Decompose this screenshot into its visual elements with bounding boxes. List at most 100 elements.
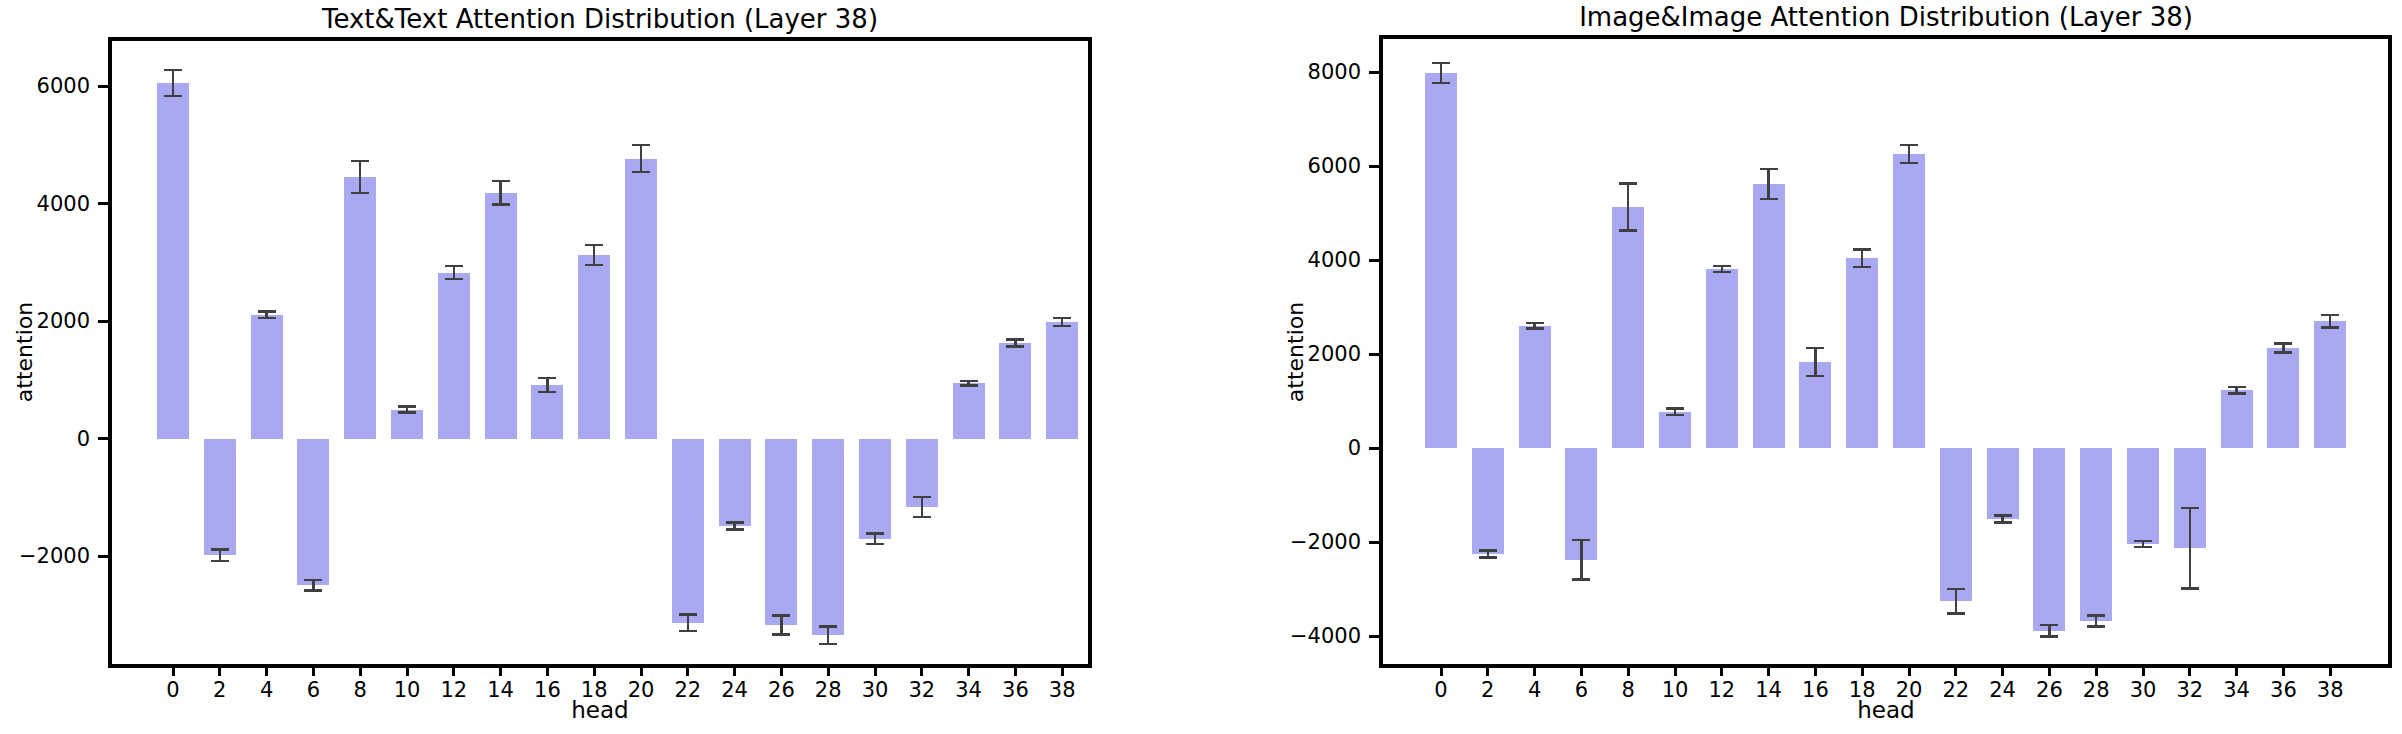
errorbar-cap-top-head-16 — [1806, 347, 1824, 350]
x-tick-mark — [359, 668, 362, 676]
bar-head-20 — [625, 159, 657, 439]
errorbar-cap-bottom-head-28 — [2087, 625, 2105, 628]
errorbar-cap-bottom-head-12 — [1713, 271, 1731, 274]
bar-head-4 — [251, 315, 283, 439]
errorbar-cap-top-head-38 — [2321, 314, 2339, 317]
errorbar-cap-top-head-22 — [679, 613, 697, 616]
x-tick-label: 10 — [394, 678, 421, 702]
errorbar-cap-bottom-head-14 — [1760, 198, 1778, 201]
errorbar-cap-bottom-head-26 — [772, 633, 790, 636]
x-tick-mark — [733, 668, 736, 676]
errorbar-cap-top-head-28 — [819, 625, 837, 628]
x-tick-label: 30 — [2130, 678, 2157, 702]
errorbar-cap-top-head-22 — [1947, 588, 1965, 591]
bar-head-36 — [999, 343, 1031, 439]
x-tick-label: 20 — [628, 678, 655, 702]
x-tick-label: 10 — [1662, 678, 1689, 702]
errorbar-head-0 — [1440, 63, 1443, 83]
errorbar-cap-top-head-10 — [1666, 407, 1684, 410]
bar-head-36 — [2267, 348, 2299, 448]
bar-head-22 — [1940, 448, 1972, 601]
x-tick-label: 14 — [1755, 678, 1782, 702]
errorbar-cap-bottom-head-36 — [2274, 351, 2292, 354]
errorbar-cap-top-head-6 — [1572, 539, 1590, 542]
bar-head-22 — [672, 439, 704, 623]
x-tick-label: 30 — [862, 678, 889, 702]
y-tick-mark — [98, 85, 108, 88]
x-tick-mark — [1861, 668, 1864, 676]
errorbar-cap-top-head-14 — [1760, 168, 1778, 171]
bar-head-14 — [485, 193, 517, 439]
x-tick-mark — [2188, 668, 2191, 676]
x-tick-mark — [827, 668, 830, 676]
x-tick-label: 0 — [1434, 678, 1447, 702]
bar-head-30 — [859, 439, 891, 539]
errorbar-cap-top-head-18 — [585, 244, 603, 247]
errorbar-cap-bottom-head-22 — [1947, 612, 1965, 615]
errorbar-cap-bottom-head-8 — [351, 192, 369, 195]
x-tick-mark — [1014, 668, 1017, 676]
x-tick-label: 38 — [2317, 678, 2344, 702]
y-tick-mark — [1369, 259, 1379, 262]
y-tick-label: −2000 — [0, 544, 90, 568]
errorbar-cap-bottom-head-14 — [492, 203, 510, 206]
figure: Text&Text Attention Distribution (Layer … — [0, 0, 2402, 734]
y-tick-label: −4000 — [1271, 624, 1361, 648]
errorbar-cap-top-head-36 — [1006, 338, 1024, 341]
errorbar-cap-bottom-head-38 — [2321, 326, 2339, 329]
y-tick-label: 0 — [0, 427, 90, 451]
y-tick-mark — [1369, 71, 1379, 74]
x-tick-label: 2 — [1481, 678, 1494, 702]
x-tick-mark — [2048, 668, 2051, 676]
y-tick-mark — [1369, 447, 1379, 450]
errorbar-cap-top-head-10 — [398, 405, 416, 408]
bar-head-0 — [1425, 73, 1457, 448]
x-tick-label: 34 — [2223, 678, 2250, 702]
x-tick-mark — [452, 668, 455, 676]
x-tick-label: 32 — [2176, 678, 2203, 702]
x-tick-label: 12 — [1708, 678, 1735, 702]
errorbar-cap-top-head-4 — [1526, 322, 1544, 325]
errorbar-cap-top-head-2 — [1479, 549, 1497, 552]
x-tick-mark — [1674, 668, 1677, 676]
errorbar-cap-top-head-26 — [772, 614, 790, 617]
x-tick-label: 16 — [1802, 678, 1829, 702]
x-tick-mark — [1061, 668, 1064, 676]
errorbar-cap-top-head-8 — [1619, 182, 1637, 185]
errorbar-cap-top-head-38 — [1053, 317, 1071, 320]
errorbar-cap-top-head-20 — [1900, 144, 1918, 147]
errorbar-cap-bottom-head-26 — [2040, 635, 2058, 638]
errorbar-head-32 — [2189, 508, 2192, 589]
x-tick-mark — [780, 668, 783, 676]
errorbar-cap-bottom-head-10 — [1666, 414, 1684, 417]
x-tick-label: 26 — [2036, 678, 2063, 702]
errorbar-cap-top-head-24 — [726, 521, 744, 524]
errorbar-head-0 — [172, 70, 175, 96]
errorbar-cap-bottom-head-24 — [1994, 521, 2012, 524]
x-tick-mark — [967, 668, 970, 676]
y-tick-mark — [98, 437, 108, 440]
errorbar-cap-top-head-32 — [913, 496, 931, 499]
y-tick-mark — [98, 320, 108, 323]
x-tick-mark — [1908, 668, 1911, 676]
errorbar-cap-top-head-34 — [2228, 386, 2246, 389]
errorbar-cap-bottom-head-18 — [1853, 266, 1871, 269]
errorbar-head-16 — [1814, 348, 1817, 376]
errorbar-cap-bottom-head-18 — [585, 264, 603, 267]
errorbar-cap-bottom-head-10 — [398, 411, 416, 414]
bar-head-18 — [578, 255, 610, 439]
x-tick-mark — [2329, 668, 2332, 676]
errorbar-cap-top-head-20 — [632, 144, 650, 147]
x-tick-mark — [312, 668, 315, 676]
y-tick-label: 8000 — [1271, 60, 1361, 84]
x-tick-mark — [1767, 668, 1770, 676]
errorbar-cap-bottom-head-22 — [679, 630, 697, 633]
bar-head-2 — [204, 439, 236, 555]
x-tick-label: 26 — [768, 678, 795, 702]
errorbar-cap-bottom-head-20 — [632, 171, 650, 174]
x-tick-label: 12 — [440, 678, 467, 702]
x-tick-mark — [1954, 668, 1957, 676]
x-tick-mark — [2282, 668, 2285, 676]
errorbar-cap-bottom-head-20 — [1900, 162, 1918, 165]
errorbar-cap-top-head-12 — [445, 265, 463, 268]
